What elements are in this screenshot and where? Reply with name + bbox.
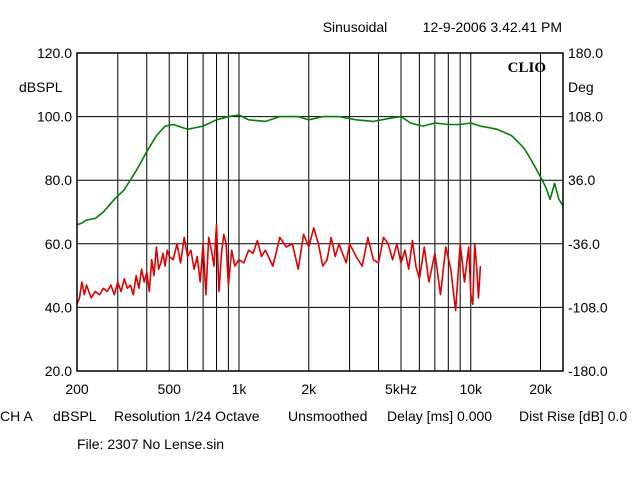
brand-label: CLIO bbox=[508, 60, 546, 76]
right-axis-tick-label: 108.0 bbox=[568, 109, 603, 125]
right-axis-tick-label: -36.0 bbox=[568, 236, 600, 252]
right-axis-tick-label: 36.0 bbox=[568, 172, 595, 188]
left-axis-tick-label: 100.0 bbox=[37, 109, 72, 125]
x-axis-tick-label: 200 bbox=[65, 381, 89, 397]
x-axis-tick-label: 10k bbox=[459, 381, 483, 397]
x-axis-tick-label: 2k bbox=[301, 381, 317, 397]
header-mode: Sinusoidal bbox=[323, 19, 388, 35]
right-axis-tick-label: -108.0 bbox=[568, 299, 608, 315]
right-axis-tick-label: -180.0 bbox=[568, 363, 608, 379]
left-axis-unit: dBSPL bbox=[19, 79, 63, 95]
x-axis-tick-label: 20k bbox=[529, 381, 553, 397]
left-axis-tick-label: 60.0 bbox=[45, 236, 72, 252]
x-axis-tick-label: 1k bbox=[232, 381, 248, 397]
file-info-bar: File: 2307 No Lense.sin bbox=[0, 436, 640, 456]
series-line-green bbox=[76, 114, 564, 226]
resolution-label: Resolution 1/24 Octave bbox=[114, 408, 260, 424]
right-axis-unit: Deg bbox=[568, 79, 594, 95]
file-label: File: 2307 No Lense.sin bbox=[77, 436, 225, 452]
x-axis-tick-label: 500 bbox=[158, 381, 182, 397]
left-axis-tick-label: 40.0 bbox=[45, 299, 72, 315]
delay-label: Delay [ms] 0.000 bbox=[387, 408, 493, 424]
series-layer bbox=[76, 114, 564, 312]
right-axis-tick-label: 180.0 bbox=[568, 45, 603, 61]
plot-frame bbox=[76, 52, 564, 372]
tick-labels: 120.0 100.0 80.0 60.0 40.0 20.0 180.0 108.0 36.0… bbox=[37, 45, 608, 397]
x-axis-tick-label: 5kHz bbox=[385, 381, 417, 397]
unit-label: dBSPL bbox=[53, 408, 97, 424]
left-axis-tick-label: 120.0 bbox=[37, 45, 72, 61]
smoothing-label: Unsmoothed bbox=[288, 408, 368, 424]
header-timestamp: 12-9-2006 3.42.41 PM bbox=[423, 19, 562, 35]
left-axis-tick-label: 80.0 bbox=[45, 172, 72, 188]
measurement-info-bar: CH A dBSPL Resolution 1/24 Octave Unsmoo… bbox=[0, 408, 640, 428]
channel-label: CH A bbox=[0, 408, 33, 424]
dist-rise-label: Dist Rise [dB] 0.0 bbox=[519, 408, 628, 424]
series-line-red bbox=[76, 223, 482, 312]
chart-grid bbox=[77, 53, 563, 371]
left-axis-tick-label: 20.0 bbox=[45, 363, 72, 379]
